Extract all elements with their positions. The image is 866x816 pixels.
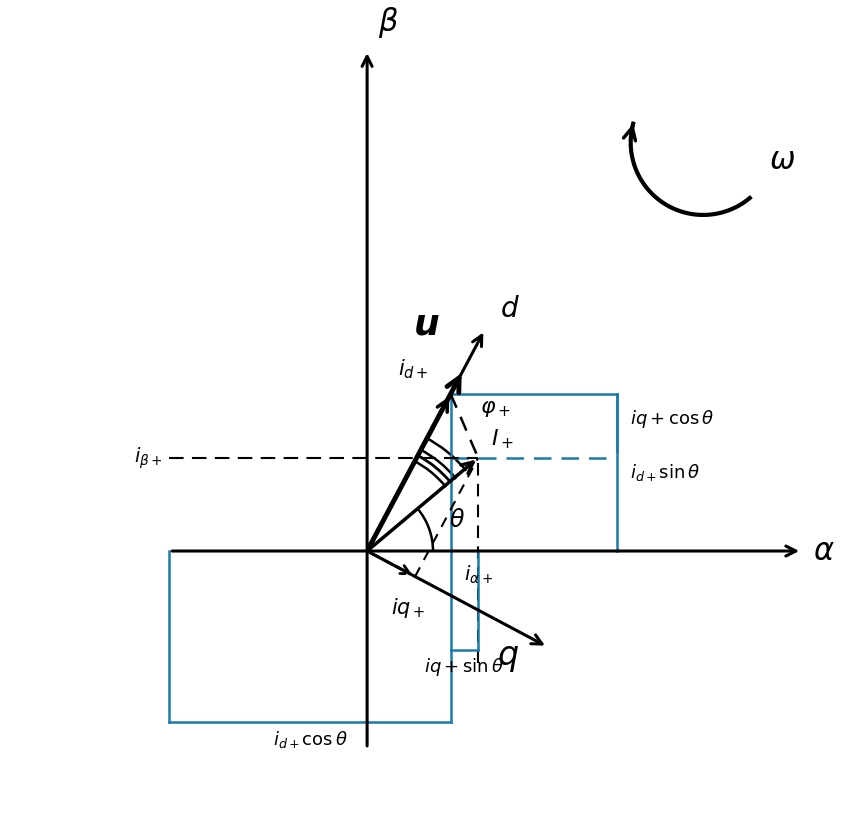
Text: $i_{d+}\sin\theta$: $i_{d+}\sin\theta$ <box>630 462 700 483</box>
Text: $q$: $q$ <box>496 641 519 674</box>
Text: $i_{d+}$: $i_{d+}$ <box>398 357 429 381</box>
Text: $\beta$: $\beta$ <box>378 5 398 40</box>
Text: $\boldsymbol{u}$: $\boldsymbol{u}$ <box>413 308 439 342</box>
Text: $iq_+$: $iq_+$ <box>391 596 426 620</box>
Text: $\omega$: $\omega$ <box>769 146 795 175</box>
Text: $iq+\sin\theta$: $iq+\sin\theta$ <box>424 656 504 678</box>
Text: $\alpha$: $\alpha$ <box>812 536 834 565</box>
Text: $i_{\alpha+}$: $i_{\alpha+}$ <box>463 564 493 587</box>
Text: $d$: $d$ <box>501 295 520 323</box>
Text: $i_{d+}\cos\theta$: $i_{d+}\cos\theta$ <box>273 729 347 750</box>
Text: $\theta$: $\theta$ <box>449 508 465 532</box>
Text: $I_+$: $I_+$ <box>491 428 514 451</box>
Text: $iq+\cos\theta$: $iq+\cos\theta$ <box>630 408 714 430</box>
Text: $\varphi_+$: $\varphi_+$ <box>480 399 511 419</box>
Text: $i_{\beta+}$: $i_{\beta+}$ <box>134 445 163 471</box>
